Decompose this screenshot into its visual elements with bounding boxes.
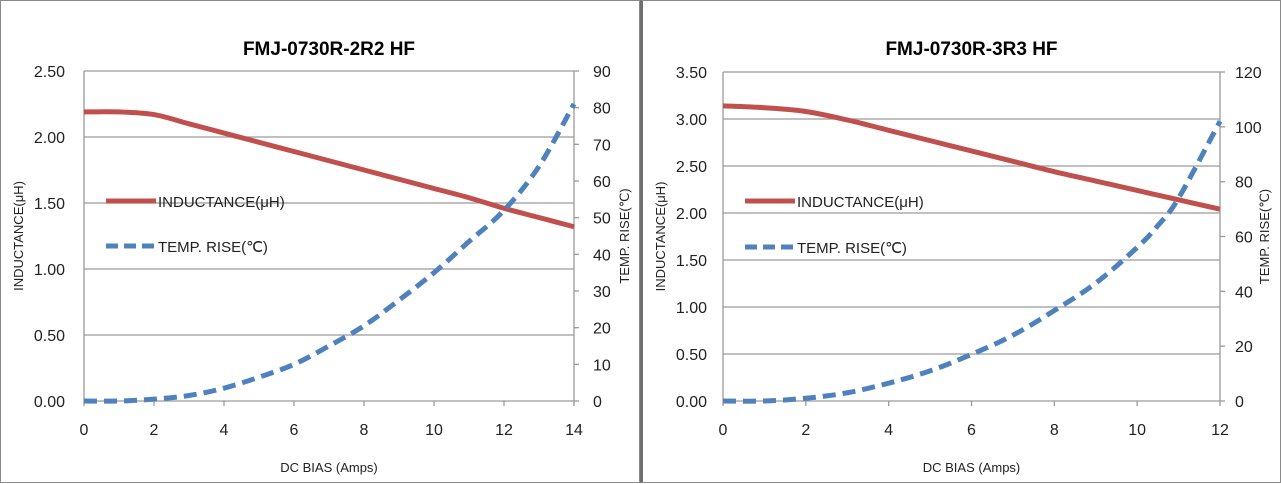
- y2-tick-label: 20: [1235, 339, 1253, 356]
- y2-axis-label: TEMP. RISE(℃): [1257, 189, 1272, 284]
- chart-title: FMJ-0730R-3R3 HF: [885, 39, 1057, 60]
- x-tick-label: 6: [967, 422, 976, 439]
- chart-panel-3r3: FMJ-0730R-3R3 HF 0.00 0.50 1.00 1.50 2.00 2.50…: [640, 0, 1281, 483]
- chart-svg-2r2: FMJ-0730R-2R2 HF 0.00 0.50 1.00 1.50 2.00 2.50…: [11, 39, 632, 475]
- y2-tick-label: 60: [593, 174, 611, 191]
- chart-title: FMJ-0730R-2R2 HF: [243, 39, 415, 60]
- legend-label: INDUCTANCE(μH): [797, 194, 924, 211]
- x-tick-label: 8: [360, 422, 369, 439]
- x-tick-label: 2: [150, 422, 159, 439]
- y2-tick-label: 0: [1235, 394, 1244, 411]
- legend-label: TEMP. RISE(℃): [797, 240, 907, 257]
- y-tick-label: 1.00: [676, 300, 707, 317]
- x-tick-label: 10: [425, 422, 443, 439]
- legend-label: INDUCTANCE(μH): [158, 194, 285, 211]
- y2-tick-label: 10: [593, 357, 611, 374]
- y2-tick-label: 120: [1235, 65, 1262, 82]
- x-axis-label: DC BIAS (Amps): [280, 460, 378, 475]
- y-tick-label: 0.00: [676, 394, 707, 411]
- y2-tick-label: 70: [593, 137, 611, 154]
- temp-rise-line: [83, 102, 577, 404]
- x-tick-label: 6: [290, 422, 299, 439]
- y-tick-label: 0.50: [676, 347, 707, 364]
- y-tick-label: 2.50: [34, 64, 65, 81]
- y-tick-label: 3.50: [676, 65, 707, 82]
- y2-tick-label: 20: [593, 321, 611, 338]
- y2-tick-label: 90: [593, 64, 611, 81]
- y2-tick-label: 0: [593, 394, 602, 411]
- x-tick-label: 4: [220, 422, 229, 439]
- y-tick-label: 1.00: [34, 262, 65, 279]
- y2-tick-label: 40: [1235, 284, 1253, 301]
- y-tick-label: 1.50: [676, 253, 707, 270]
- x-tick-label: 12: [495, 422, 513, 439]
- inductance-line: [83, 109, 575, 230]
- x-axis-label: DC BIAS (Amps): [923, 460, 1021, 475]
- x-tick-label: 10: [1128, 422, 1146, 439]
- inductance-line: [722, 103, 1221, 212]
- x-tick-label: 0: [719, 422, 728, 439]
- chart-panel-2r2: FMJ-0730R-2R2 HF 0.00 0.50 1.00 1.50 2.00 2.50…: [0, 0, 640, 483]
- y-axis-label: INDUCTANCE(μH): [653, 182, 668, 292]
- x-tick-label: 14: [565, 422, 583, 439]
- y2-tick-label: 50: [593, 211, 611, 228]
- y-tick-label: 1.50: [34, 196, 65, 213]
- legend-label: TEMP. RISE(℃): [158, 239, 268, 256]
- x-tick-label: 12: [1211, 422, 1229, 439]
- y-tick-label: 3.00: [676, 112, 707, 129]
- x-tick-label: 8: [1050, 422, 1059, 439]
- y-tick-label: 0.50: [34, 328, 65, 345]
- y2-tick-label: 80: [1235, 175, 1253, 192]
- y2-tick-label: 40: [593, 247, 611, 264]
- chart-svg-3r3: FMJ-0730R-3R3 HF 0.00 0.50 1.00 1.50 2.00 2.50…: [653, 39, 1272, 475]
- x-tick-label: 2: [801, 422, 810, 439]
- y-tick-label: 2.00: [676, 206, 707, 223]
- y-tick-label: 2.00: [34, 130, 65, 147]
- y2-tick-label: 100: [1235, 120, 1262, 137]
- temp-rise-line: [722, 120, 1223, 404]
- y-tick-label: 2.50: [676, 159, 707, 176]
- y-tick-label: 0.00: [34, 394, 65, 411]
- y2-tick-label: 80: [593, 101, 611, 118]
- y2-axis-label: TEMP. RISE(℃): [617, 188, 632, 283]
- y2-tick-label: 30: [593, 284, 611, 301]
- x-tick-label: 4: [884, 422, 893, 439]
- y2-tick-label: 60: [1235, 230, 1253, 247]
- x-tick-label: 0: [80, 422, 89, 439]
- y-axis-label: INDUCTANCE(μH): [11, 181, 26, 291]
